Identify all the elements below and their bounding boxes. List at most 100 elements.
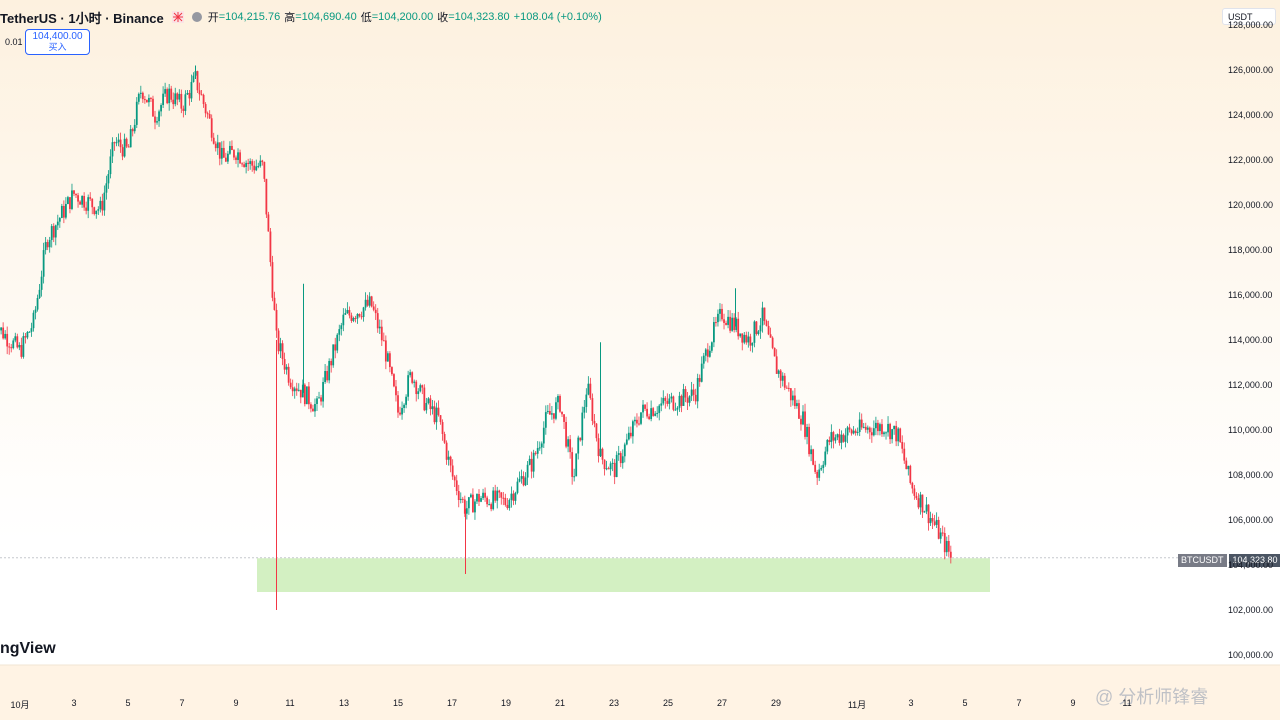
candle-body xyxy=(921,494,924,513)
candle-body xyxy=(117,139,120,143)
candle-body xyxy=(557,395,559,403)
candle-body xyxy=(832,432,835,441)
candle-body xyxy=(125,138,128,147)
candle-body xyxy=(848,427,851,430)
candle-body xyxy=(297,389,300,391)
candle-body xyxy=(93,207,96,215)
candle-body xyxy=(816,471,819,478)
candle-body xyxy=(538,447,541,449)
symbol-title[interactable]: TetherUS · 1小时 · Binance xyxy=(0,10,164,26)
candle-body xyxy=(362,307,365,317)
close-label: 收 xyxy=(437,12,449,24)
candle-body xyxy=(372,306,375,310)
time-tick-label: 3 xyxy=(71,698,77,708)
candle-body xyxy=(348,309,351,316)
candle-body xyxy=(735,318,738,331)
candle-body xyxy=(877,422,879,432)
candle-body xyxy=(907,465,910,470)
candle-body xyxy=(895,425,898,442)
candle-body xyxy=(949,551,952,558)
candle-body xyxy=(546,410,549,413)
candle-body xyxy=(354,317,357,319)
candle-body xyxy=(652,408,655,416)
candle-body xyxy=(943,533,946,553)
candle-body xyxy=(370,296,373,307)
candle-body xyxy=(905,460,908,470)
candle-body xyxy=(231,145,233,151)
candle-body xyxy=(858,419,861,433)
candle-body xyxy=(69,197,71,209)
candle-body xyxy=(909,465,912,483)
candle-body xyxy=(216,142,219,149)
currency-selector[interactable]: USDT xyxy=(1222,8,1276,25)
candle-body xyxy=(269,231,272,263)
candle-body xyxy=(81,195,83,205)
candle-body xyxy=(931,518,934,522)
candle-body xyxy=(135,101,138,125)
candle-body xyxy=(609,463,612,470)
candle-body xyxy=(777,370,780,374)
candle-body xyxy=(812,449,815,465)
candle-body xyxy=(632,421,634,437)
time-tick-label: 11 xyxy=(1122,698,1132,708)
candle-body xyxy=(419,385,422,392)
candle-body xyxy=(24,336,27,338)
candle-body xyxy=(947,540,950,552)
close-value: =104,323.80 xyxy=(448,11,510,23)
candle-body xyxy=(212,137,215,144)
candle-body xyxy=(439,415,442,423)
candle-body xyxy=(200,94,203,96)
candle-body xyxy=(42,250,45,277)
candle-body xyxy=(334,344,337,351)
candle-body xyxy=(208,114,211,119)
candle-body xyxy=(672,396,675,410)
candle-body xyxy=(553,413,555,419)
grid-icon[interactable] xyxy=(171,11,184,23)
candle-body xyxy=(571,452,574,477)
candle-body xyxy=(247,162,250,164)
candle-body xyxy=(561,411,563,415)
candle-body xyxy=(56,221,59,226)
price-tick-label: 120,000.00 xyxy=(1228,200,1274,210)
candle-body xyxy=(808,426,810,455)
candle-body xyxy=(445,442,448,460)
candle-body xyxy=(496,490,499,501)
time-tick-label: 9 xyxy=(1070,698,1076,708)
candle-body xyxy=(65,204,67,218)
visibility-icon[interactable] xyxy=(191,12,202,22)
candle-body xyxy=(376,313,379,329)
candle-body xyxy=(281,343,284,359)
candle-body xyxy=(350,315,353,321)
low-value: =104,200.00 xyxy=(371,11,434,23)
candle-body xyxy=(520,476,523,479)
buy-button[interactable]: 104,400.00 买入 xyxy=(25,29,90,55)
candle-body xyxy=(95,210,98,215)
time-tick-label: 7 xyxy=(1016,698,1022,708)
candle-body xyxy=(237,152,239,160)
candle-body xyxy=(113,142,116,144)
candle-body xyxy=(356,313,359,319)
candle-body xyxy=(352,317,355,321)
candle-body xyxy=(415,381,418,395)
candle-body xyxy=(781,375,784,381)
candle-body xyxy=(860,419,863,428)
candle-body xyxy=(532,452,535,472)
candle-body xyxy=(172,99,175,105)
candle-body xyxy=(50,226,53,241)
candle-body xyxy=(344,313,347,315)
candle-body xyxy=(107,174,110,184)
candle-body xyxy=(253,165,256,171)
candle-body xyxy=(397,395,399,413)
candle-body xyxy=(893,425,896,430)
candle-body xyxy=(688,396,691,403)
price-tick-label: 128,000.00 xyxy=(1228,20,1274,30)
candle-body xyxy=(662,397,665,404)
candle-body xyxy=(723,319,725,323)
candle-body xyxy=(627,432,630,440)
candle-body xyxy=(291,387,294,392)
candle-body xyxy=(99,200,102,210)
candle-body xyxy=(218,142,221,159)
candle-body xyxy=(842,434,845,442)
candle-body xyxy=(611,462,614,464)
